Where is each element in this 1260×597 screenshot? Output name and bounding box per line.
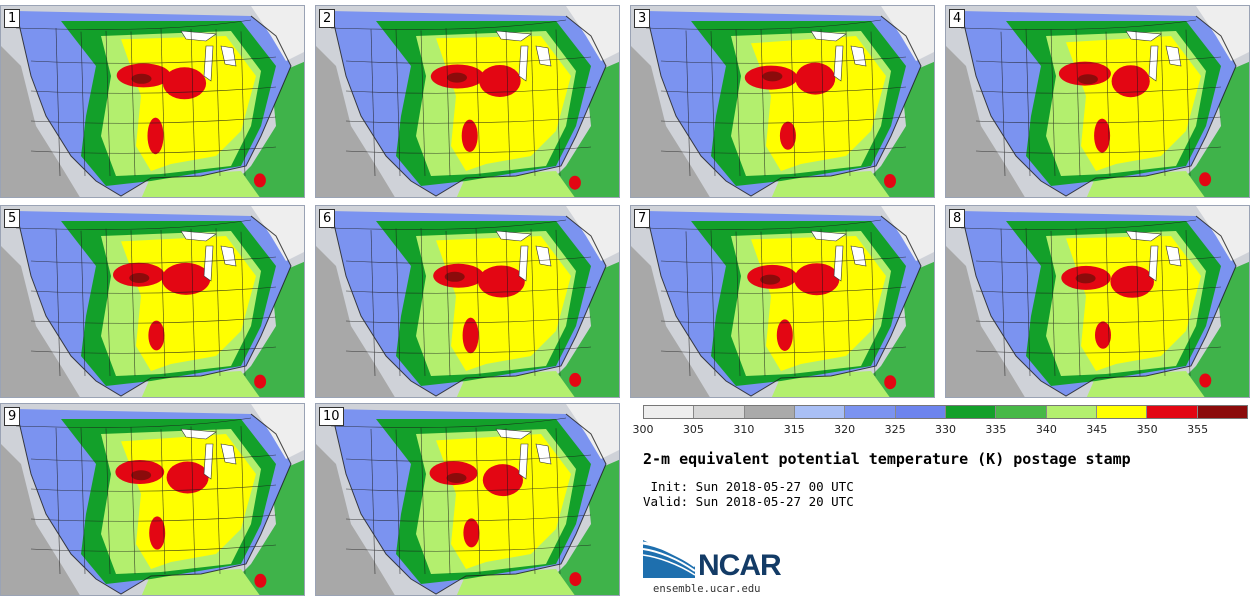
colorbar-segment bbox=[895, 406, 946, 418]
panel-number: 5 bbox=[4, 209, 21, 228]
valid-time: Valid: Sun 2018-05-27 20 UTC bbox=[643, 494, 854, 509]
colorbar-tick-label: 345 bbox=[1086, 423, 1108, 436]
weather-map bbox=[946, 6, 1249, 197]
colorbar-ticks: 300 305 310 315 320 325 330 335 340 345 350 355 bbox=[633, 423, 1248, 437]
weather-map bbox=[1, 6, 304, 197]
colorbar-tick-label: 325 bbox=[884, 423, 906, 436]
panel-number: 3 bbox=[634, 9, 651, 28]
postage-stamp-2: 2 bbox=[315, 5, 620, 198]
colorbar-segment bbox=[1096, 406, 1148, 418]
colorbar bbox=[643, 405, 1248, 419]
ncar-logo-icon bbox=[643, 540, 696, 578]
colorbar-segment bbox=[945, 406, 997, 418]
colorbar-tick-label: 350 bbox=[1136, 423, 1158, 436]
panel-number: 9 bbox=[4, 407, 21, 426]
weather-map bbox=[316, 6, 619, 197]
figure-title: 2-m equivalent potential temperature (K)… bbox=[643, 450, 1131, 468]
colorbar-segment bbox=[744, 406, 795, 418]
ncar-logo-text: NCAR bbox=[698, 549, 782, 582]
weather-map bbox=[1, 206, 304, 397]
colorbar-segment bbox=[644, 406, 695, 418]
colorbar-tick-label: 315 bbox=[783, 423, 805, 436]
panel-number: 4 bbox=[949, 9, 966, 28]
colorbar-segment bbox=[1147, 406, 1198, 418]
weather-map bbox=[316, 404, 619, 595]
colorbar-tick-label: 330 bbox=[935, 423, 956, 436]
colorbar-tick-label: 355 bbox=[1187, 423, 1209, 436]
panel-number: 1 bbox=[4, 9, 21, 28]
panel-number: 10 bbox=[319, 407, 344, 426]
site-url[interactable]: ensemble.ucar.edu bbox=[653, 583, 761, 595]
colorbar-tick-label: 305 bbox=[682, 423, 704, 436]
panel-number: 6 bbox=[319, 209, 336, 228]
postage-stamp-6: 6 bbox=[315, 205, 620, 398]
weather-map bbox=[316, 206, 619, 397]
colorbar-segment bbox=[694, 406, 745, 418]
init-time: Init: Sun 2018-05-27 00 UTC bbox=[643, 479, 854, 494]
weather-map bbox=[946, 206, 1249, 397]
colorbar-tick-label: 335 bbox=[985, 423, 1007, 436]
postage-stamp-8: 8 bbox=[945, 205, 1250, 398]
panel-number: 7 bbox=[634, 209, 651, 228]
postage-stamp-9: 9 bbox=[0, 403, 305, 596]
colorbar-tick-label: 300 bbox=[632, 423, 654, 436]
postage-stamp-1: 1 bbox=[0, 5, 305, 198]
colorbar-segment bbox=[794, 406, 846, 418]
colorbar-tick-label: 320 bbox=[834, 423, 856, 436]
colorbar-segment bbox=[1197, 406, 1247, 418]
colorbar-tick-label: 310 bbox=[733, 423, 755, 436]
colorbar-segment bbox=[1046, 406, 1097, 418]
panel-number: 2 bbox=[319, 9, 336, 28]
postage-stamp-10: 10 bbox=[315, 403, 620, 596]
colorbar-segment bbox=[845, 406, 896, 418]
colorbar-tick-label: 340 bbox=[1035, 423, 1057, 436]
postage-stamp-4: 4 bbox=[945, 5, 1250, 198]
postage-stamp-3: 3 bbox=[630, 5, 935, 198]
postage-stamp-7: 7 bbox=[630, 205, 935, 398]
postage-stamp-5: 5 bbox=[0, 205, 305, 398]
weather-map bbox=[631, 6, 934, 197]
colorbar-segment bbox=[996, 406, 1047, 418]
weather-map bbox=[1, 404, 304, 595]
panel-number: 8 bbox=[949, 209, 966, 228]
weather-map bbox=[631, 206, 934, 397]
